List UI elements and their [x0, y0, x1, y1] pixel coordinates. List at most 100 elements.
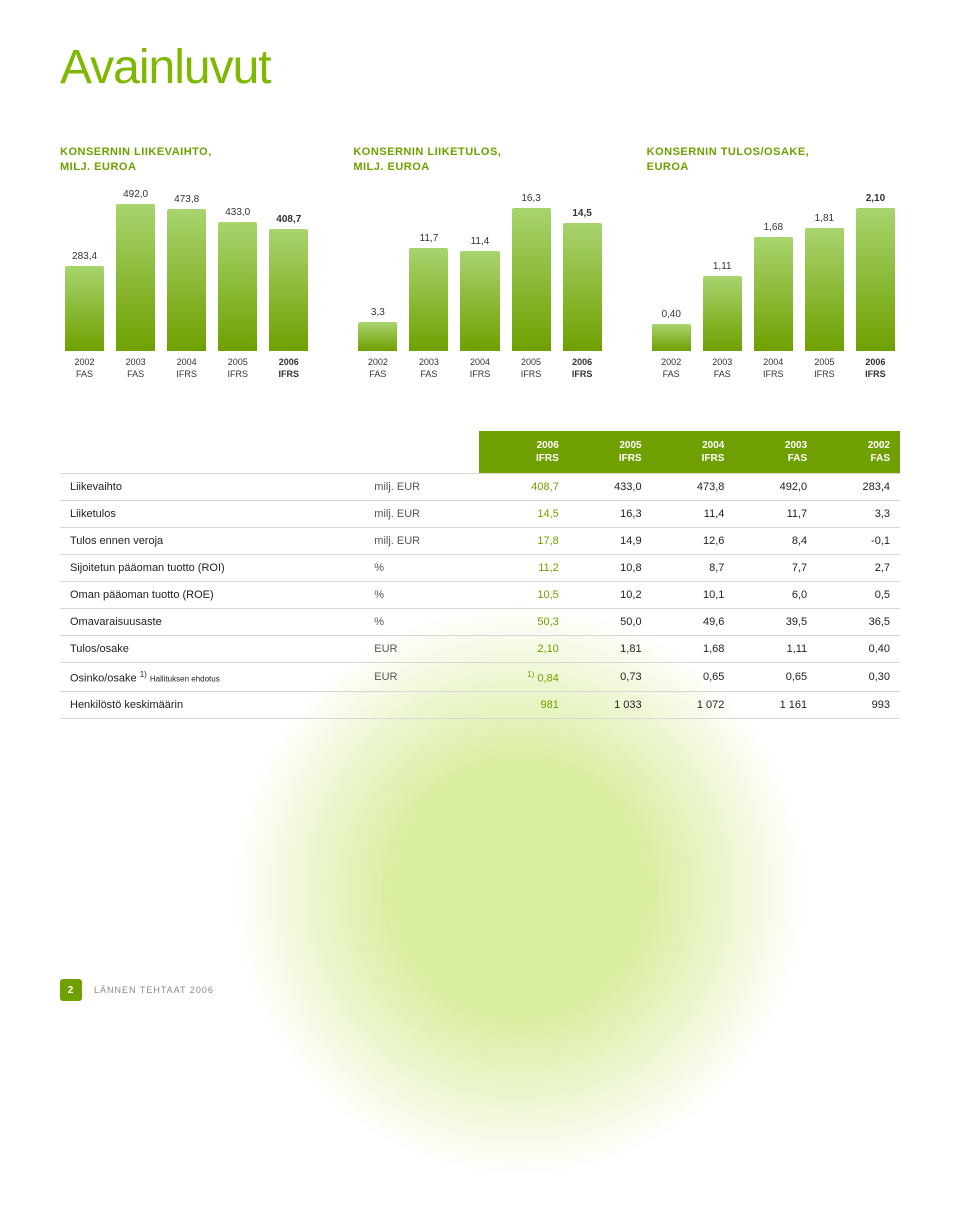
table-cell: 14,5: [479, 500, 569, 527]
row-unit: %: [364, 581, 479, 608]
chart-bars-area: 3,32002FAS11,72003FAS11,42004IFRS16,3200…: [353, 201, 606, 381]
bar-value-label: 492,0: [123, 189, 148, 200]
bar-rect: [856, 208, 895, 351]
chart-title: KONSERNIN TULOS/OSAKE,EUROA: [647, 145, 900, 176]
chart-bar: 433,0 2005IFRS: [218, 207, 257, 381]
chart-title: KONSERNIN LIIKETULOS,MILJ. EUROA: [353, 145, 606, 176]
bar-value-label: 11,4: [471, 236, 490, 247]
row-label: Liiketulos: [60, 500, 364, 527]
bar-rect: [65, 266, 104, 351]
bar-rect: [116, 204, 155, 352]
bar-value-label: 473,8: [174, 194, 199, 205]
row-unit: milj. EUR: [364, 473, 479, 500]
table-cell: 11,4: [652, 500, 735, 527]
row-label: Henkilöstö keskimäärin: [60, 692, 364, 719]
table-cell: 17,8: [479, 527, 569, 554]
row-unit: milj. EUR: [364, 527, 479, 554]
table-cell: 408,7: [479, 473, 569, 500]
page-footer: 2 LÄNNEN TEHTAAT 2006: [60, 979, 900, 1001]
chart-bar: 1,112003FAS: [703, 261, 742, 381]
chart-bar: 0,40 2002FAS: [652, 309, 691, 381]
row-label: Oman pääoman tuotto (ROE): [60, 581, 364, 608]
chart-bar: 3,32002FAS: [358, 307, 397, 380]
bar-value-label: 0,40: [661, 309, 680, 320]
table-cell: 0,73: [569, 662, 652, 692]
bar-value-label: 11,7: [420, 233, 439, 244]
table-cell: 1 161: [734, 692, 817, 719]
table-cell: 7,7: [734, 554, 817, 581]
table-cell: 1 033: [569, 692, 652, 719]
table-row: Liiketulosmilj. EUR14,516,311,411,73,3: [60, 500, 900, 527]
bar-axis-label: 2006IFRS: [572, 357, 593, 380]
table-cell: 473,8: [652, 473, 735, 500]
chart-bar: 1,81 2005IFRS: [805, 213, 844, 381]
table-cell: 10,8: [569, 554, 652, 581]
table-cell: 1) 0,84: [479, 662, 569, 692]
table-column-header: [364, 431, 479, 474]
chart-bar: 16,32005IFRS: [512, 193, 551, 381]
table-cell: 11,7: [734, 500, 817, 527]
table-row: Henkilöstö keskimäärin9811 0331 0721 161…: [60, 692, 900, 719]
charts-row: KONSERNIN LIIKEVAIHTO,MILJ. EUROA283,420…: [60, 145, 900, 381]
table-cell: 36,5: [817, 608, 900, 635]
bar-axis-label: 2003FAS: [126, 357, 146, 380]
bar-axis-label: 2004IFRS: [470, 357, 491, 380]
chart-bar: 1,682004IFRS: [754, 222, 793, 381]
bar-value-label: 433,0: [225, 207, 250, 218]
table-column-header: 2005IFRS: [569, 431, 652, 474]
bar-axis-label: 2003FAS: [419, 357, 439, 380]
chart-bar: 11,4 2004IFRS: [460, 236, 499, 381]
chart-bar: 492,0 2003FAS: [116, 189, 155, 381]
table-cell: 39,5: [734, 608, 817, 635]
table-row: Tulos/osakeEUR2,101,811,681,110,40: [60, 635, 900, 662]
table-row: Sijoitetun pääoman tuotto (ROI)%11,210,8…: [60, 554, 900, 581]
bar-axis-label: 2005IFRS: [814, 357, 835, 380]
table-cell: 16,3: [569, 500, 652, 527]
row-label: Tulos ennen veroja: [60, 527, 364, 554]
chart-bar: 11,7 2003FAS: [409, 233, 448, 381]
row-label: Liikevaihto: [60, 473, 364, 500]
bar-rect: [652, 324, 691, 351]
bar-value-label: 14,5: [572, 208, 591, 219]
table-cell: 1,11: [734, 635, 817, 662]
bar-axis-label: 2005IFRS: [227, 357, 248, 380]
bar-axis-label: 2003FAS: [712, 357, 732, 380]
bar-axis-label: 2006IFRS: [279, 357, 300, 380]
table-row: Oman pääoman tuotto (ROE)%10,510,210,16,…: [60, 581, 900, 608]
chart-bars-area: 283,42002FAS492,02003FAS473,82004IFRS433…: [60, 201, 313, 381]
table-column-header: 2006IFRS: [479, 431, 569, 474]
table-cell: 993: [817, 692, 900, 719]
table-cell: 0,30: [817, 662, 900, 692]
bar-rect: [512, 208, 551, 352]
table-row: Liikevaihtomilj. EUR408,7433,0473,8492,0…: [60, 473, 900, 500]
row-unit: %: [364, 554, 479, 581]
bar-axis-label: 2002FAS: [661, 357, 681, 380]
table-cell: 49,6: [652, 608, 735, 635]
bar-rect: [754, 237, 793, 352]
table-cell: 2,7: [817, 554, 900, 581]
table-row: Tulos ennen verojamilj. EUR17,814,912,68…: [60, 527, 900, 554]
bar-axis-label: 2002FAS: [75, 357, 95, 380]
table-cell: 0,65: [652, 662, 735, 692]
table-row: Osinko/osake 1) Hallituksen ehdotusEUR1)…: [60, 662, 900, 692]
bar-rect: [167, 209, 206, 351]
bar-rect: [358, 322, 397, 351]
bar-value-label: 3,3: [371, 307, 385, 318]
bar-axis-label: 2004IFRS: [763, 357, 784, 380]
row-label: Omavaraisuusaste: [60, 608, 364, 635]
row-unit: milj. EUR: [364, 500, 479, 527]
bar-value-label: 2,10: [866, 193, 885, 204]
bar-axis-label: 2004IFRS: [176, 357, 197, 380]
table-cell: 6,0: [734, 581, 817, 608]
bar-value-label: 1,81: [815, 213, 834, 224]
row-unit: EUR: [364, 662, 479, 692]
chart-block: KONSERNIN LIIKETULOS,MILJ. EUROA 3,32002F…: [353, 145, 606, 381]
chart-bar: 408,72006IFRS: [269, 214, 308, 381]
table-cell: 3,3: [817, 500, 900, 527]
table-cell: 50,3: [479, 608, 569, 635]
table-cell: 12,6: [652, 527, 735, 554]
table-cell: 0,65: [734, 662, 817, 692]
table-header-row: 2006IFRS2005IFRS2004IFRS2003FAS2002FAS: [60, 431, 900, 474]
table-cell: 283,4: [817, 473, 900, 500]
table-column-header: 2004IFRS: [652, 431, 735, 474]
